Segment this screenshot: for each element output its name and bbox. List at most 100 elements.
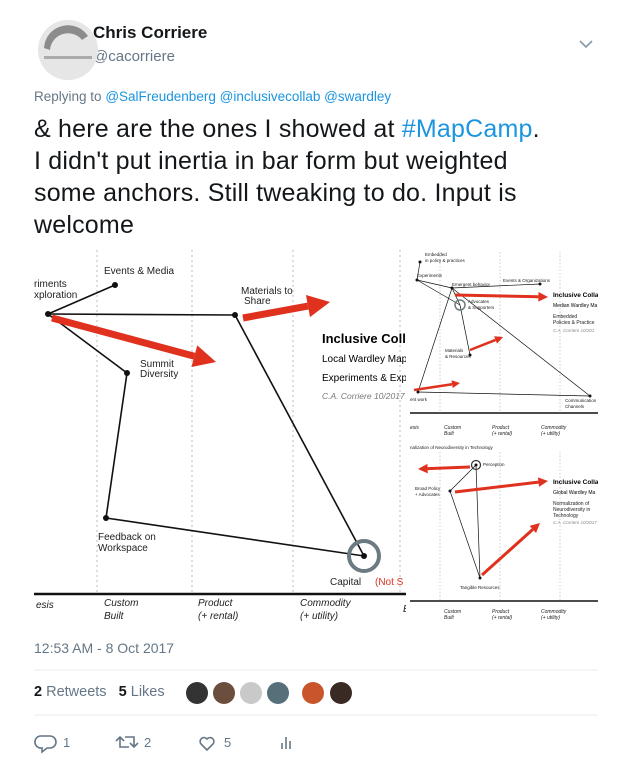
- avatar[interactable]: [38, 20, 98, 80]
- map-author: C.A. Corriere 10/2017: [322, 391, 405, 401]
- red-arrow-head: [451, 380, 460, 389]
- red-arrow-head: [418, 463, 428, 474]
- like-label[interactable]: Likes: [130, 684, 165, 700]
- liker-avatars[interactable]: [186, 682, 352, 704]
- map-link: [47, 313, 236, 316]
- red-arrow-head: [538, 291, 548, 302]
- map-label: Emergent behavior: [452, 282, 491, 287]
- map-link: [459, 304, 471, 356]
- map-label: Materials: [445, 348, 464, 353]
- map-subtitle: Median Wardley Ma: [553, 303, 597, 309]
- map-link: [234, 314, 365, 557]
- red-arrow-head: [529, 523, 540, 533]
- mention[interactable]: @swardley: [324, 89, 392, 104]
- retweet-icon[interactable]: [115, 735, 139, 749]
- map-label: (+ utility): [541, 431, 560, 437]
- map-label: xploration: [34, 290, 77, 301]
- text: & here are the ones I showed at: [34, 115, 402, 143]
- map-label: + Advocates: [415, 492, 440, 497]
- map-label: esis: [36, 600, 54, 611]
- map-label: Experiments: [417, 273, 443, 278]
- tweet-line: I didn't put inertia in bar form but wei…: [34, 147, 508, 175]
- red-arrow: [480, 528, 534, 577]
- map-label: Custom: [444, 425, 461, 431]
- reply-icon[interactable]: [34, 735, 57, 754]
- map-link: [451, 283, 541, 289]
- retweet-count[interactable]: 2: [34, 684, 43, 700]
- mention[interactable]: @SalFreudenberg: [105, 89, 216, 104]
- red-arrow: [51, 314, 196, 360]
- map-node: [588, 394, 592, 398]
- map-label: Policies & Practice: [553, 320, 595, 326]
- map-label: Custom: [444, 609, 461, 615]
- author-handle[interactable]: @cacorriere: [93, 48, 175, 65]
- timestamp[interactable]: 12:53 AM - 8 Oct 2017: [34, 640, 175, 656]
- map-label: Perception: [483, 462, 505, 467]
- inertia-circle: [347, 539, 381, 573]
- hashtag[interactable]: #MapCamp: [401, 115, 533, 143]
- map-node: [450, 286, 454, 290]
- red-arrow-head: [494, 336, 503, 344]
- like-count[interactable]: 5: [118, 684, 127, 700]
- map-node: [361, 553, 367, 559]
- map-label: Channels: [565, 404, 585, 409]
- red-arrow: [469, 338, 497, 352]
- map-label: Advocates: [468, 299, 490, 304]
- map-node: [478, 576, 482, 580]
- map-label: Built: [444, 615, 454, 621]
- map-label: Technology: [553, 513, 579, 519]
- map-label: (+ rental): [492, 615, 512, 621]
- map-label: & Resources: [445, 354, 472, 359]
- map-label: Neurodiversity in: [553, 507, 590, 513]
- author-name[interactable]: Chris Corriere: [93, 23, 208, 42]
- map-node: [112, 282, 118, 288]
- red-arrow: [242, 302, 309, 322]
- map-label: Built: [104, 611, 125, 622]
- reply-line: Replying to @SalFreudenberg @inclusiveco…: [34, 89, 391, 104]
- analytics-icon[interactable]: [281, 737, 291, 749]
- map-link: [416, 261, 421, 281]
- stats: 2 Retweets 5 Likes: [34, 684, 165, 700]
- map-label: riments: [34, 279, 67, 290]
- map-link: [475, 464, 481, 579]
- tweet-text: & here are the ones I showed at #MapCamp…: [34, 113, 540, 241]
- red-arrow: [454, 480, 539, 494]
- map-label: Summit: [140, 359, 174, 370]
- map-link: [47, 284, 116, 315]
- map-label: in policy & practices: [425, 258, 466, 263]
- map-label: Product: [492, 609, 510, 615]
- map-node: [103, 515, 109, 521]
- map-note: Experiments & Explo: [322, 373, 415, 384]
- inertia-circle: [470, 459, 482, 471]
- map-node: [418, 260, 422, 264]
- map-link: [105, 372, 128, 519]
- mention[interactable]: @inclusivecollab: [219, 89, 321, 104]
- map-link: [105, 517, 365, 557]
- like-icon[interactable]: [199, 736, 215, 752]
- map-label: Feedback on: [98, 532, 156, 543]
- like-action-count[interactable]: 5: [224, 735, 232, 750]
- red-arrow-head: [537, 477, 548, 487]
- map-label: & Supporters: [468, 305, 495, 310]
- map-label: Built: [444, 431, 454, 437]
- map-label: (+ utility): [541, 615, 560, 621]
- map-label: nalization of Neurodiversity in Technolo…: [410, 445, 493, 450]
- map-title: Inclusive Colla: [553, 479, 599, 486]
- map-link: [417, 391, 591, 397]
- map-label: esis: [410, 425, 419, 431]
- map-link: [417, 287, 453, 393]
- retweet-action-count[interactable]: 2: [144, 735, 152, 750]
- menu-chevron[interactable]: [579, 40, 593, 49]
- map-label: Tangible Resources: [460, 585, 500, 590]
- map-label: Capital: [330, 577, 361, 588]
- text: .: [532, 115, 540, 143]
- retweet-label[interactable]: Retweets: [46, 684, 107, 700]
- map-link: [449, 464, 477, 492]
- reply-count[interactable]: 1: [63, 735, 71, 750]
- map-node: [538, 282, 542, 286]
- red-arrow: [413, 382, 453, 392]
- map-link: [416, 279, 461, 306]
- map-subtitle: Global Wardley Ma: [553, 490, 596, 496]
- map-label: Events & Organizations: [503, 278, 551, 283]
